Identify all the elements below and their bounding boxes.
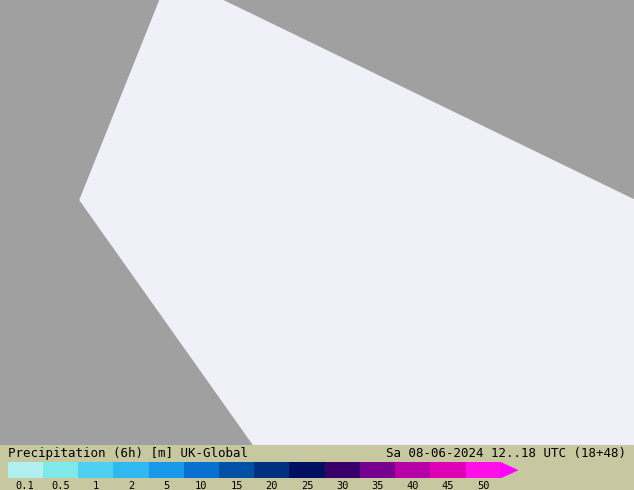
Bar	[219, 462, 254, 478]
Bar	[325, 462, 360, 478]
Bar	[465, 462, 501, 478]
Bar	[148, 462, 184, 478]
Text: 15: 15	[230, 481, 243, 490]
Bar	[430, 462, 465, 478]
Text: 40: 40	[406, 481, 419, 490]
Text: 10: 10	[195, 481, 208, 490]
Text: 5: 5	[163, 481, 169, 490]
Bar	[360, 462, 395, 478]
Text: 30: 30	[336, 481, 349, 490]
Bar	[290, 462, 325, 478]
Text: 25: 25	[301, 481, 313, 490]
Text: 1: 1	[93, 481, 99, 490]
Bar	[78, 462, 113, 478]
Text: Precipitation (6h) [m] UK-Global: Precipitation (6h) [m] UK-Global	[8, 447, 248, 460]
Polygon shape	[80, 0, 634, 445]
Bar	[254, 462, 290, 478]
Text: 50: 50	[477, 481, 489, 490]
Text: 0.5: 0.5	[51, 481, 70, 490]
Text: Sa 08-06-2024 12..18 UTC (18+48): Sa 08-06-2024 12..18 UTC (18+48)	[386, 447, 626, 460]
Bar	[113, 462, 148, 478]
Bar	[395, 462, 430, 478]
Polygon shape	[501, 462, 519, 478]
Bar	[43, 462, 78, 478]
Text: 45: 45	[442, 481, 455, 490]
Text: 2: 2	[128, 481, 134, 490]
Text: 35: 35	[372, 481, 384, 490]
Text: 0.1: 0.1	[16, 481, 35, 490]
Bar	[184, 462, 219, 478]
Bar	[8, 462, 43, 478]
Text: 20: 20	[266, 481, 278, 490]
